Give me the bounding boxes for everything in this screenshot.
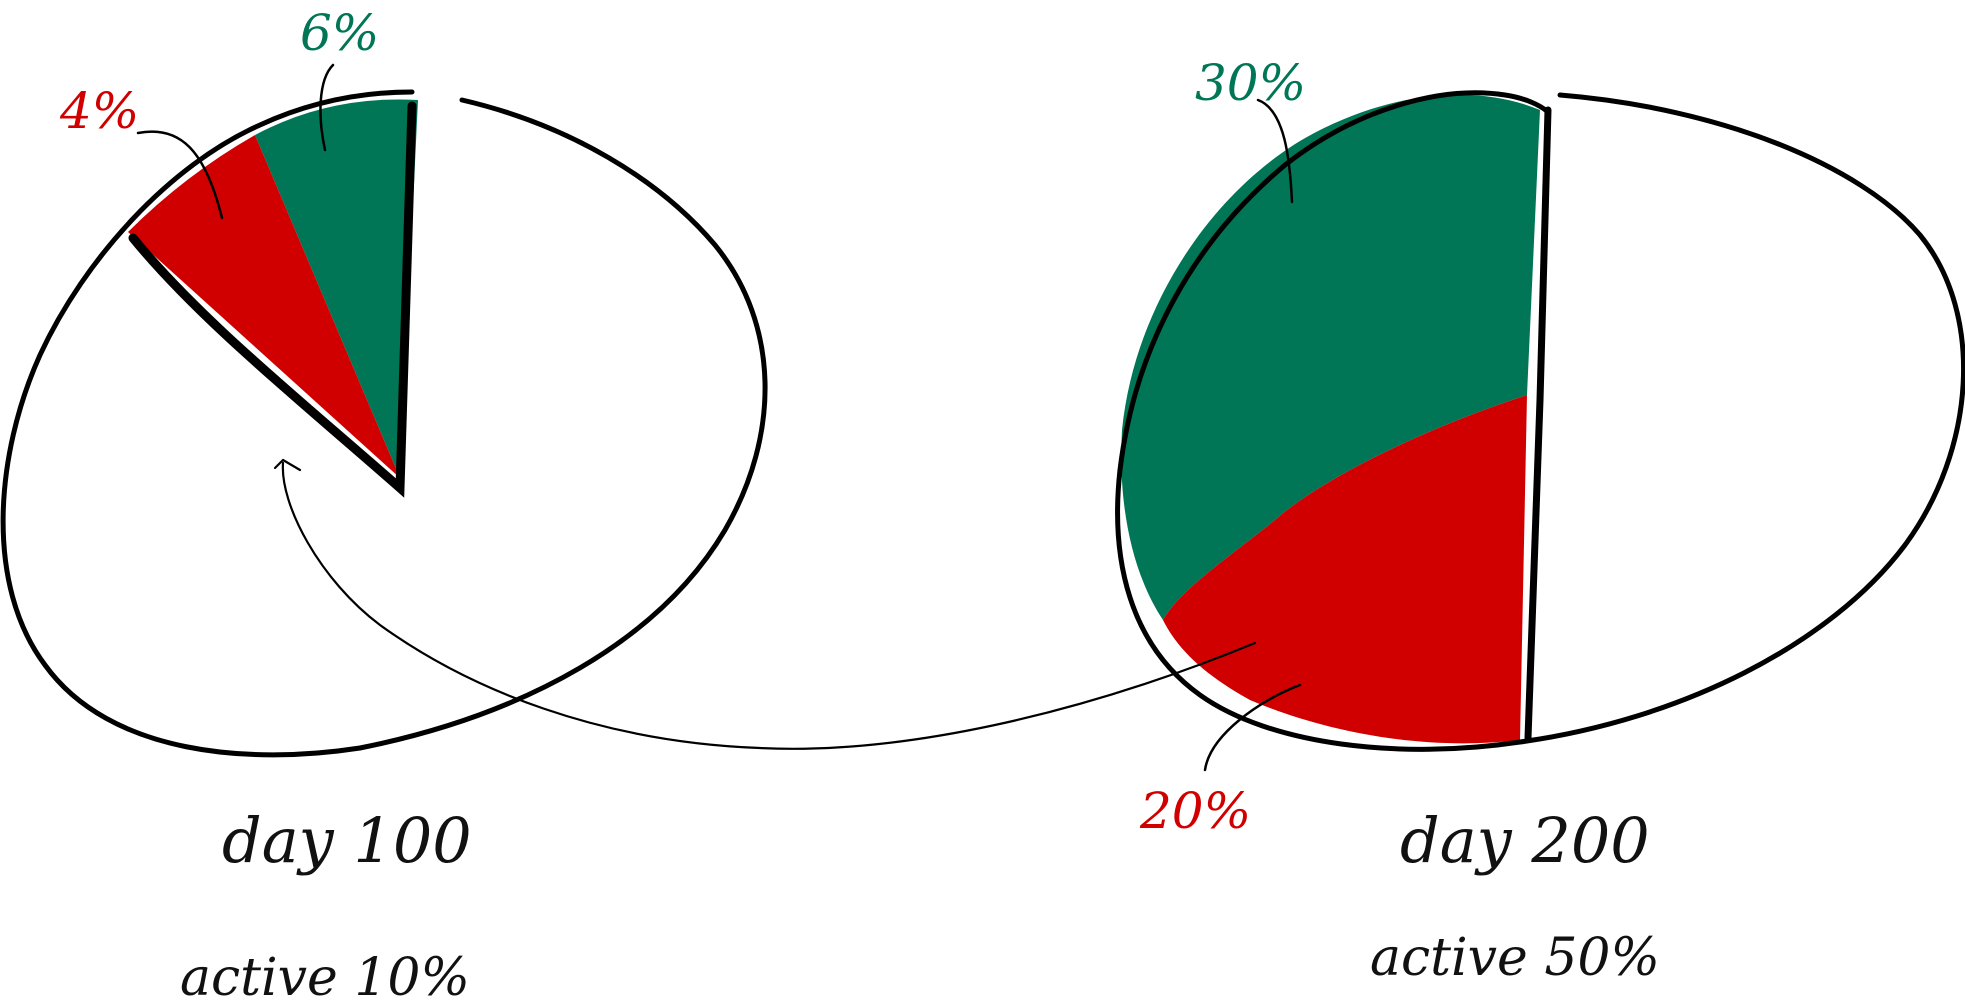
return-arrow-head: [273, 458, 302, 472]
leader-4pct: [136, 130, 224, 220]
leader-20pct: [1203, 683, 1302, 772]
subcaption-day-100: active 10%: [180, 948, 470, 1000]
label-4pct: 4%: [59, 82, 139, 140]
return-arrow-line: [281, 461, 1257, 750]
pie-day-100: [0, 89, 768, 758]
pie-day-200: [1115, 90, 1965, 752]
pie-day-200-slice-red: [1163, 395, 1527, 744]
caption-day-200: day 200: [1400, 804, 1650, 877]
leader-6pct: [319, 63, 335, 152]
pie-day-100-slice-red: [128, 135, 400, 478]
pie-day-200-divider: [1524, 106, 1552, 742]
subcaption-day-200: active 50%: [1370, 928, 1660, 988]
label-30pct: 30%: [1195, 54, 1306, 112]
leader-30pct: [1256, 98, 1294, 204]
pie-day-100-heavy-edge: [128, 101, 417, 498]
pie-day-100-outline: [0, 89, 768, 758]
label-20pct: 20%: [1139, 782, 1251, 840]
pie-day-100-slice-green: [255, 99, 418, 478]
caption-day-100: day 100: [222, 804, 472, 877]
return-arrow: [273, 458, 1257, 750]
label-6pct: 6%: [300, 4, 379, 62]
pie-day-200-outline: [1115, 90, 1965, 752]
